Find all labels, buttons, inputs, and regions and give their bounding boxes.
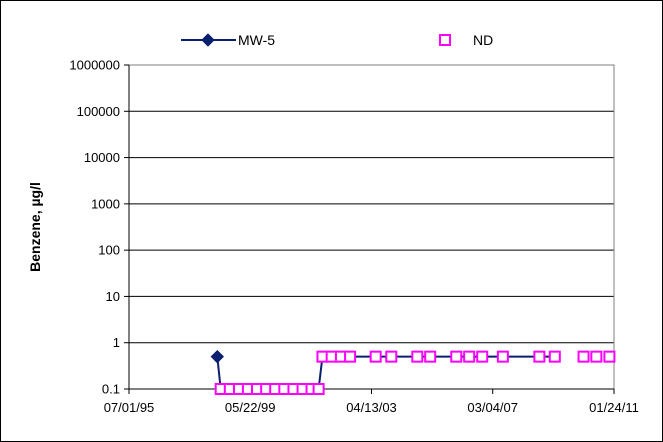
- nd-marker: [476, 350, 489, 363]
- series: [210, 349, 616, 395]
- x-tick-label: 07/01/95: [104, 400, 155, 415]
- nd-marker: [424, 350, 437, 363]
- nd-marker: [369, 350, 382, 363]
- y-tick-label: 10000: [84, 150, 120, 165]
- y-tick-label: 0.1: [102, 382, 120, 397]
- mw5-marker: [201, 33, 215, 47]
- x-tick-label: 01/24/11: [589, 400, 639, 415]
- y-tick-label: 1000: [91, 196, 120, 211]
- y-axis-label: Benzene, µg/l: [27, 182, 43, 272]
- x-tick-label: 03/04/07: [467, 400, 518, 415]
- nd-marker: [385, 350, 398, 363]
- axes: 0.1 1 10 100 1000 10000 100000 1000000 07/01/95 0…: [69, 58, 638, 416]
- nd-marker: [344, 350, 357, 363]
- legend-nd-label: ND: [473, 32, 493, 48]
- x-tick-label: 04/13/03: [346, 400, 397, 415]
- nd-marker: [590, 350, 603, 363]
- legend: MW-5 ND: [181, 32, 493, 48]
- nd-marker: [463, 350, 476, 363]
- nd-marker: [496, 350, 509, 363]
- y-tick-label: 100000: [77, 104, 120, 119]
- nd-marker: [548, 350, 561, 363]
- nd-marker: [533, 350, 546, 363]
- x-tick-label: 05/22/99: [225, 400, 276, 415]
- nd-marker: [603, 350, 616, 363]
- nd-marker: [577, 350, 590, 363]
- legend-nd-marker: [439, 34, 451, 46]
- y-tick-label: 1: [113, 335, 120, 350]
- mw5-marker: [210, 349, 224, 364]
- nd-marker: [312, 383, 325, 395]
- legend-mw5-label: MW-5: [238, 32, 275, 48]
- nd-marker: [411, 350, 424, 363]
- nd-marker: [450, 350, 463, 363]
- y-tick-label: 1000000: [69, 58, 120, 73]
- y-tick-label: 10: [106, 289, 120, 304]
- y-tick-label: 100: [98, 243, 120, 258]
